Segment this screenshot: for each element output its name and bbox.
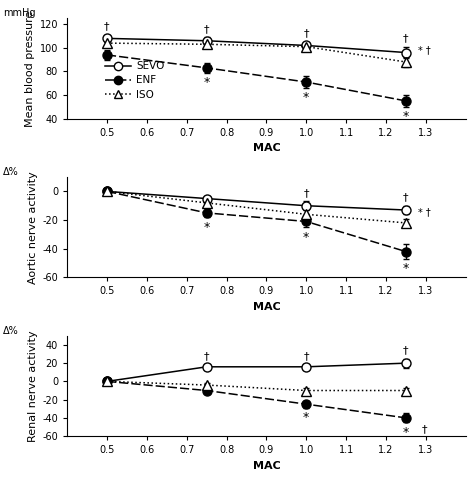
Legend: SEVO, ENF, ISO: SEVO, ENF, ISO	[101, 57, 169, 104]
Text: †: †	[403, 34, 409, 43]
Text: †: †	[403, 193, 409, 203]
Text: †: †	[422, 424, 428, 434]
Text: †: †	[204, 351, 210, 361]
Text: * †: * †	[418, 207, 430, 217]
Text: * †: * †	[418, 46, 430, 56]
Text: *: *	[303, 91, 310, 104]
Text: Δ%: Δ%	[3, 326, 19, 336]
Text: †: †	[303, 188, 309, 198]
X-axis label: MAC: MAC	[253, 302, 280, 312]
Text: *: *	[403, 262, 409, 275]
Y-axis label: Mean blood pressure: Mean blood pressure	[26, 10, 36, 126]
Text: †: †	[104, 22, 109, 32]
X-axis label: MAC: MAC	[253, 143, 280, 153]
Text: *: *	[303, 411, 310, 424]
Text: *: *	[203, 76, 210, 89]
Text: mmHg: mmHg	[3, 8, 36, 18]
Y-axis label: Aortic nerve activity: Aortic nerve activity	[28, 171, 38, 284]
Text: Δ%: Δ%	[3, 167, 19, 177]
Text: †: †	[403, 345, 409, 355]
Text: †: †	[204, 24, 210, 34]
Y-axis label: Renal nerve activity: Renal nerve activity	[28, 330, 38, 442]
X-axis label: MAC: MAC	[253, 461, 280, 471]
Text: †: †	[303, 29, 309, 39]
Text: *: *	[203, 221, 210, 234]
Text: †: †	[303, 351, 309, 361]
Text: *: *	[303, 231, 310, 244]
Text: *: *	[403, 110, 409, 123]
Text: *: *	[403, 426, 409, 439]
